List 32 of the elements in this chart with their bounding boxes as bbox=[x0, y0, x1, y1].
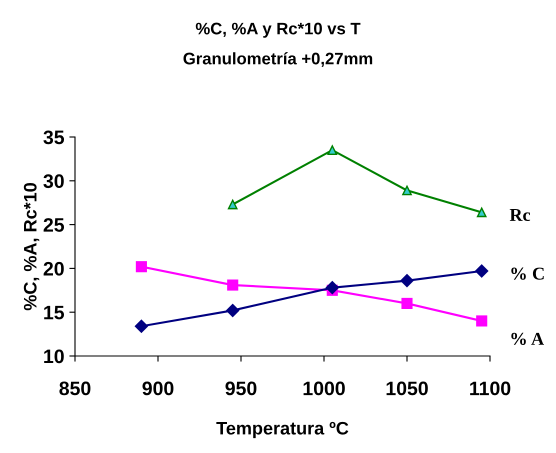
y-tick-label: 30 bbox=[43, 174, 64, 188]
point bbox=[227, 279, 238, 291]
point bbox=[401, 298, 413, 309]
y-tick-label: 10 bbox=[44, 349, 64, 364]
point bbox=[226, 304, 240, 318]
series-label: % C bbox=[511, 268, 544, 280]
x-tick-label: 1000 bbox=[304, 382, 345, 396]
series-label: % A bbox=[511, 332, 544, 345]
y-tick-label: 15 bbox=[44, 306, 64, 320]
x-tick-label: 900 bbox=[142, 382, 174, 396]
point bbox=[476, 315, 488, 327]
point bbox=[475, 264, 488, 278]
point bbox=[326, 281, 339, 294]
x-tick-label: 850 bbox=[59, 382, 90, 396]
y-tick-label: 35 bbox=[43, 130, 64, 144]
point bbox=[476, 207, 487, 218]
x-axis-title: Temperatura ºC bbox=[216, 422, 348, 438]
chart-title: %C, %A y Rc*10 vs T bbox=[196, 22, 360, 38]
point bbox=[400, 274, 414, 288]
x-tick-label: 1100 bbox=[470, 382, 510, 396]
point bbox=[228, 200, 238, 210]
x-tick-label: 950 bbox=[225, 382, 256, 396]
y-tick-label: 25 bbox=[44, 218, 64, 232]
point bbox=[402, 186, 412, 196]
point bbox=[134, 320, 148, 333]
series-label: Rc bbox=[510, 209, 530, 222]
point bbox=[327, 145, 338, 155]
chart-subtitle: Granulometría +0,27mm bbox=[184, 52, 372, 67]
y-tick-label: 20 bbox=[44, 262, 64, 276]
y-axis-title: %C, %A, Rc*10 bbox=[24, 183, 40, 310]
point bbox=[136, 261, 147, 272]
x-tick-label: 1050 bbox=[386, 382, 428, 396]
